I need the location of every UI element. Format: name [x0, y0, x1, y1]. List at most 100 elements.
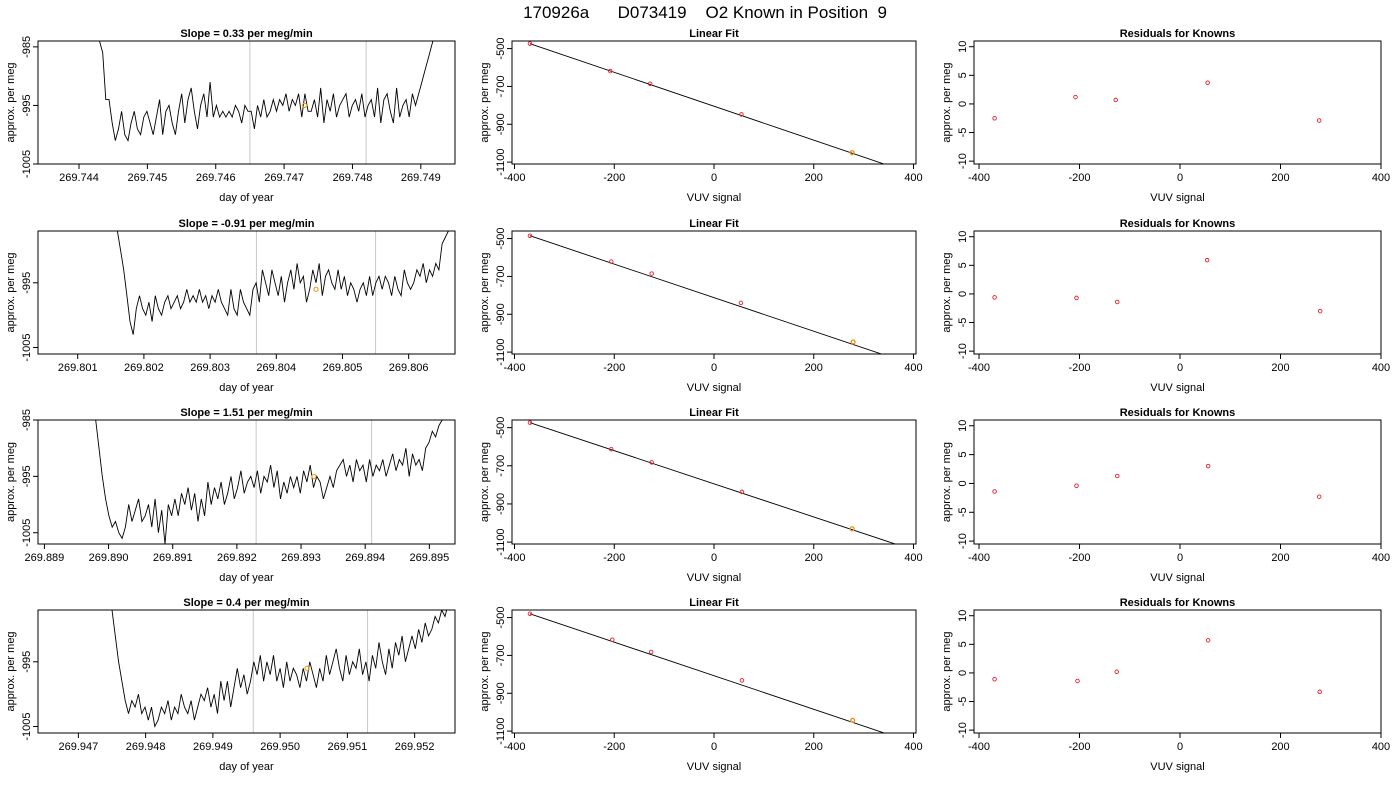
x-axis-label: VUV signal [1150, 192, 1204, 204]
data-point [1074, 295, 1079, 301]
highlight-point [850, 717, 856, 723]
plot-frame [37, 609, 456, 734]
data-point [1114, 299, 1120, 305]
plot-frame [973, 609, 1382, 734]
y-tick-label: 0 [957, 101, 969, 107]
y-tick-label: -995 [21, 651, 33, 673]
x-tick-label: 269.893 [281, 552, 321, 564]
x-tick-label: -200 [603, 741, 625, 753]
x-tick-label: 269.949 [193, 741, 233, 753]
y-tick-label: -10 [957, 153, 969, 169]
data-point [1114, 473, 1120, 479]
x-axis-label: day of year [219, 572, 274, 584]
x-tick-label: -200 [603, 172, 625, 184]
y-tick-label: -1100 [495, 717, 507, 744]
x-tick-label: 200 [805, 552, 823, 564]
x-tick-label: 269.890 [89, 552, 129, 564]
x-tick-label: 400 [1372, 172, 1390, 184]
x-axis-label: VUV signal [687, 382, 741, 394]
fit-line [529, 43, 886, 164]
x-tick-label: 269.744 [59, 172, 99, 184]
y-tick-label: -900 [495, 303, 507, 325]
plot-area-r3_res [992, 463, 1322, 499]
panel-r1_res: Residuals for Knowns -400 -200 0 200 400 -10 -5… [941, 28, 1390, 204]
x-tick-label: 269.952 [395, 741, 435, 753]
plot-area-r3_fit [527, 420, 897, 544]
figure-suptitle: 170926a D073419 O2 Known in Position 9 [523, 3, 887, 22]
y-axis-label: approx. per meg [479, 631, 491, 711]
x-tick-label: 200 [805, 741, 823, 753]
data-point [527, 611, 533, 617]
panel-title: Residuals for Knowns [1120, 218, 1236, 230]
y-tick-label: -700 [495, 644, 507, 666]
x-tick-label: -400 [968, 362, 990, 374]
data-point [739, 489, 745, 495]
x-tick-label: 400 [904, 552, 922, 564]
y-tick-label: -500 [495, 38, 507, 60]
x-tick-label: 269.948 [126, 741, 166, 753]
y-tick-label: 10 [957, 420, 969, 432]
y-tick-label: -1005 [21, 519, 33, 547]
data-trace-line [111, 610, 448, 728]
x-tick-label: 200 [1271, 172, 1289, 184]
panel-title: Residuals for Knowns [1120, 407, 1236, 419]
plot-area-r1_trace [99, 41, 434, 164]
x-tick-label: 269.947 [58, 741, 98, 753]
x-tick-label: 0 [711, 741, 717, 753]
plot-frame [37, 40, 456, 165]
x-tick-label: 269.895 [409, 552, 449, 564]
panel-title: Slope = 1.51 per meg/min [180, 407, 313, 419]
x-tick-label: -200 [603, 362, 625, 374]
x-axis-label: day of year [219, 192, 274, 204]
plot-area-r2_fit [527, 233, 883, 354]
x-tick-label: 269.746 [196, 172, 236, 184]
panel-title: Linear Fit [689, 218, 739, 230]
x-tick-label: 269.749 [401, 172, 441, 184]
y-tick-label: 10 [957, 610, 969, 622]
x-tick-label: -400 [503, 552, 525, 564]
panel-r4_trace: Slope = 0.4 per meg/min 269.947 269.948 269… [5, 597, 456, 773]
x-tick-label: 0 [711, 172, 717, 184]
plot-area-r3_trace [95, 420, 443, 544]
plot-area-r4_res [992, 638, 1322, 695]
x-tick-label: 269.894 [345, 552, 385, 564]
y-tick-label: 5 [957, 452, 969, 458]
x-tick-label: 269.805 [323, 362, 363, 374]
x-tick-label: -400 [503, 362, 525, 374]
panel-r2_fit: Linear Fit -400 -200 0 200 400 -500 -700 -900 -11… [479, 218, 923, 394]
y-tick-label: -5 [957, 318, 969, 328]
x-tick-label: 400 [1372, 552, 1390, 564]
highlight-point [304, 665, 310, 671]
y-tick-label: -1100 [495, 528, 507, 555]
plot-area-r4_trace [111, 610, 448, 733]
x-axis-label: day of year [219, 382, 274, 394]
data-point [992, 676, 997, 682]
x-tick-label: 269.950 [260, 741, 300, 753]
data-point [648, 649, 654, 655]
highlight-point [301, 102, 308, 109]
data-point [1074, 483, 1079, 488]
y-axis-label: approx. per meg [5, 252, 17, 332]
y-axis-label: approx. per meg [5, 631, 17, 711]
y-axis-label: approx. per meg [479, 62, 491, 142]
y-tick-label: -1100 [495, 338, 507, 365]
fit-line [529, 422, 897, 544]
y-axis-label: approx. per meg [5, 442, 17, 522]
x-tick-label: 269.748 [333, 172, 373, 184]
data-trace-line [116, 231, 449, 335]
data-point [649, 460, 654, 465]
data-point [992, 115, 997, 121]
y-tick-label: -900 [495, 682, 507, 704]
x-axis-label: VUV signal [687, 761, 741, 773]
x-tick-label: 400 [1372, 362, 1390, 374]
x-tick-label: -200 [1069, 552, 1091, 564]
x-tick-label: 0 [711, 362, 717, 374]
y-tick-label: -1005 [21, 712, 33, 740]
fit-line [529, 613, 886, 733]
data-point [1114, 669, 1119, 675]
x-tick-label: 269.801 [58, 362, 98, 374]
y-tick-label: -500 [495, 607, 507, 629]
data-point [738, 300, 744, 306]
y-tick-label: -1005 [21, 333, 33, 361]
